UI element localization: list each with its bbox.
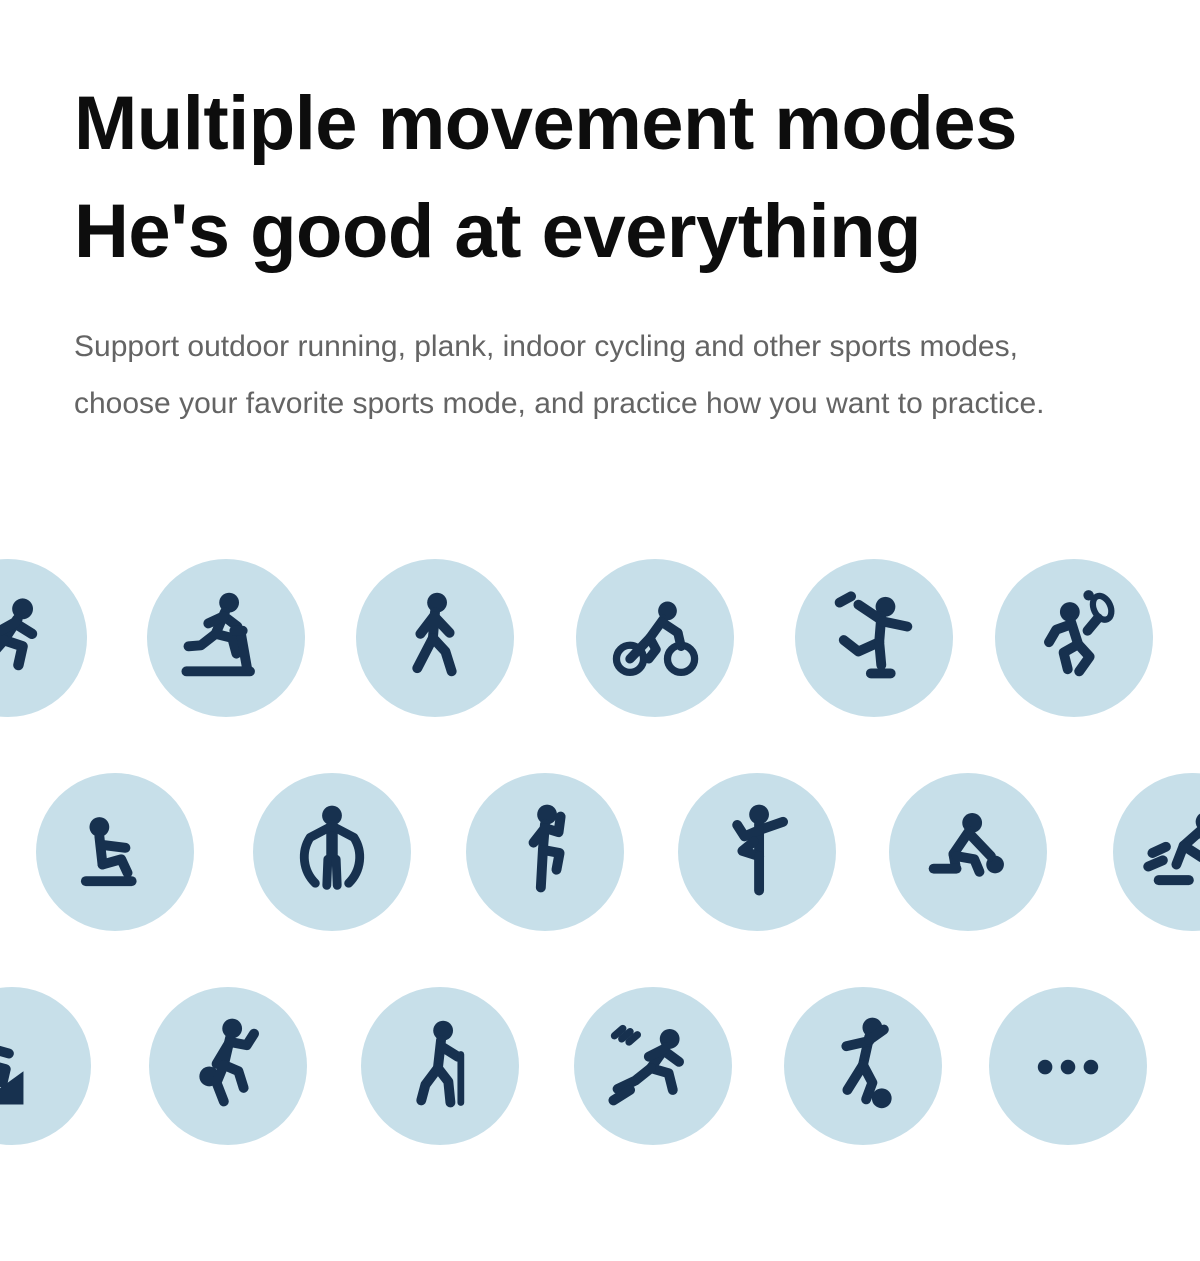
hiking-icon <box>390 1016 490 1116</box>
sprint-icon <box>603 1016 703 1116</box>
mode-walking-badge <box>356 559 514 717</box>
more-icon <box>1018 1016 1118 1116</box>
sit-ups-icon <box>65 802 165 902</box>
basketball-icon <box>178 1016 278 1116</box>
intro-text: Support outdoor running, plank, indoor c… <box>74 318 1045 432</box>
mode-sit-ups-badge <box>36 773 194 931</box>
yoga-icon <box>707 802 807 902</box>
mode-sprint-badge <box>574 987 732 1145</box>
mode-treadmill-running-badge <box>147 559 305 717</box>
mode-figure-skating-badge <box>795 559 953 717</box>
mode-yoga-badge <box>678 773 836 931</box>
intro-line-1: Support outdoor running, plank, indoor c… <box>74 330 1018 363</box>
mode-soccer-badge <box>784 987 942 1145</box>
mode-stair-climbing-badge <box>0 987 91 1145</box>
cycling-icon <box>605 588 705 688</box>
title-line-1: Multiple movement modes <box>74 81 1017 166</box>
chest-expander-icon <box>282 802 382 902</box>
mode-more-badge <box>989 987 1147 1145</box>
mode-tennis-badge <box>995 559 1153 717</box>
curling-icon <box>918 802 1018 902</box>
speed-skating-icon <box>1142 802 1200 902</box>
mode-speed-skating-badge <box>1113 773 1200 931</box>
tennis-icon <box>1024 588 1124 688</box>
figure-skating-icon <box>824 588 924 688</box>
title-line-2: He's good at everything <box>74 189 921 274</box>
intro-line-2: choose your favorite sports mode, and pr… <box>74 387 1045 420</box>
page-title: Multiple movement modes He's good at eve… <box>74 70 1017 286</box>
mode-basketball-badge <box>149 987 307 1145</box>
walking-icon <box>385 588 485 688</box>
treadmill-running-icon <box>176 588 276 688</box>
soccer-icon <box>813 1016 913 1116</box>
stair-climbing-icon <box>0 1016 62 1116</box>
mode-cycling-badge <box>576 559 734 717</box>
mode-high-knees-badge <box>466 773 624 931</box>
mode-hiking-badge <box>361 987 519 1145</box>
mode-curling-badge <box>889 773 1047 931</box>
mode-running-badge <box>0 559 87 717</box>
mode-chest-expander-badge <box>253 773 411 931</box>
running-icon <box>0 588 58 688</box>
high-knees-icon <box>495 802 595 902</box>
